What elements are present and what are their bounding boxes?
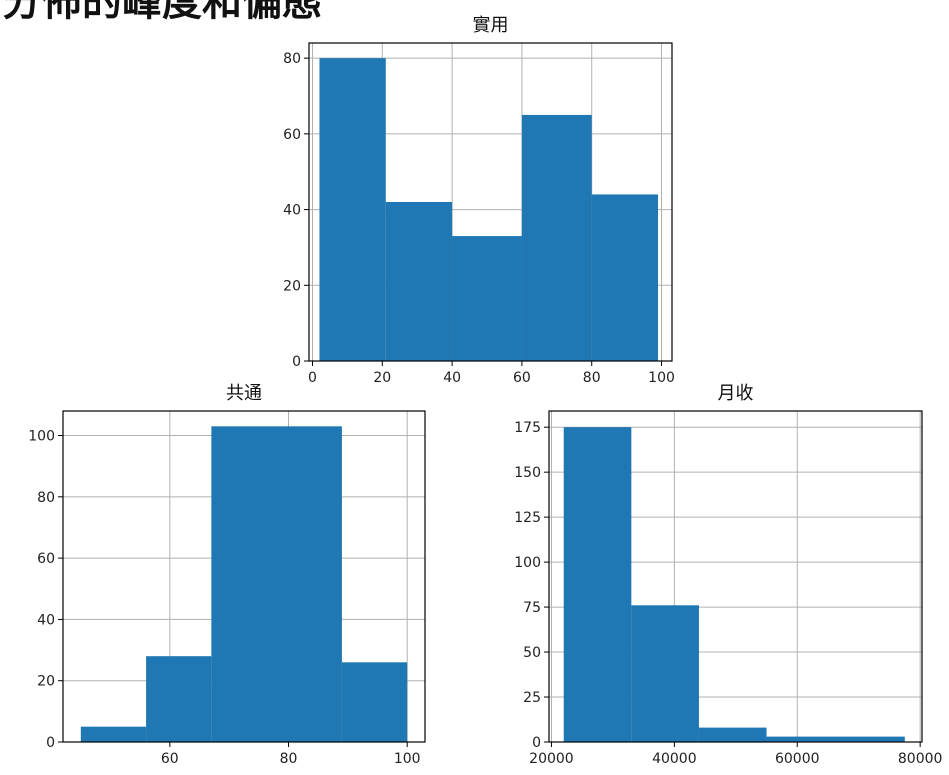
y-tick-label: 40 [37, 612, 55, 628]
y-tick-label: 175 [514, 420, 541, 436]
y-tick-label: 80 [283, 51, 301, 67]
x-tick-label: 40 [443, 370, 461, 386]
x-tick-label: 80000 [898, 751, 943, 767]
chart-title: 實用 [473, 15, 509, 36]
x-tick-label: 100 [394, 751, 421, 767]
y-tick-label: 100 [514, 555, 541, 571]
x-tick-label: 80 [583, 370, 601, 386]
axes-frame [548, 410, 923, 743]
y-tick-label: 100 [28, 429, 55, 445]
x-tick-label: 60 [513, 370, 531, 386]
x-tick-label: 0 [308, 370, 317, 386]
histogram-yueshou: 20000 40000 60000 80000 0 25 50 75 100 125 150 175 月… [514, 383, 942, 767]
y-tick-label: 0 [46, 735, 55, 751]
x-tick-label: 80 [280, 751, 298, 767]
y-tick-label: 40 [283, 203, 301, 219]
histogram-shiyong: 0 20 40 60 80 100 0 20 40 60 80 實用 [283, 15, 675, 386]
histogram-bar [521, 114, 592, 361]
y-tick-label: 0 [532, 735, 541, 751]
y-tick-label: 125 [514, 510, 541, 526]
histogram-bar [591, 194, 659, 361]
axes-frame [62, 410, 426, 743]
x-tick-label: 20000 [529, 751, 574, 767]
x-tick-label: 60 [161, 751, 179, 767]
x-tick-label: 100 [648, 370, 675, 386]
y-tick-label: 75 [523, 600, 541, 616]
histogram-bar [631, 605, 699, 742]
x-tick-label: 60000 [775, 751, 820, 767]
y-tick-label: 0 [292, 354, 301, 370]
histogram-bar [146, 656, 212, 742]
y-tick-label: 150 [514, 465, 541, 481]
histogram-gongtong: 60 80 100 0 20 40 60 80 100 共通 [28, 383, 426, 767]
histogram-bar [385, 202, 453, 361]
x-tick-label: 40000 [652, 751, 697, 767]
histogram-bar [766, 736, 905, 742]
histogram-bar [563, 427, 632, 742]
histogram-bar [698, 727, 767, 742]
axes-frame [308, 42, 673, 362]
y-tick-label: 20 [37, 674, 55, 690]
histogram-bar [341, 662, 408, 742]
histogram-bar [452, 236, 522, 361]
y-tick-label: 80 [37, 490, 55, 506]
page-heading: 分佈的峰度和偏態 [2, 0, 322, 25]
y-tick-label: 50 [523, 645, 541, 661]
chart-title: 月收 [718, 383, 754, 404]
y-tick-label: 25 [523, 690, 541, 706]
histogram-bar [319, 58, 386, 362]
y-tick-label: 60 [283, 127, 301, 143]
histogram-bar [211, 426, 342, 742]
x-tick-label: 20 [373, 370, 391, 386]
y-tick-label: 20 [283, 278, 301, 294]
y-tick-label: 60 [37, 551, 55, 567]
histogram-bar [80, 726, 147, 742]
chart-title: 共通 [226, 383, 262, 404]
